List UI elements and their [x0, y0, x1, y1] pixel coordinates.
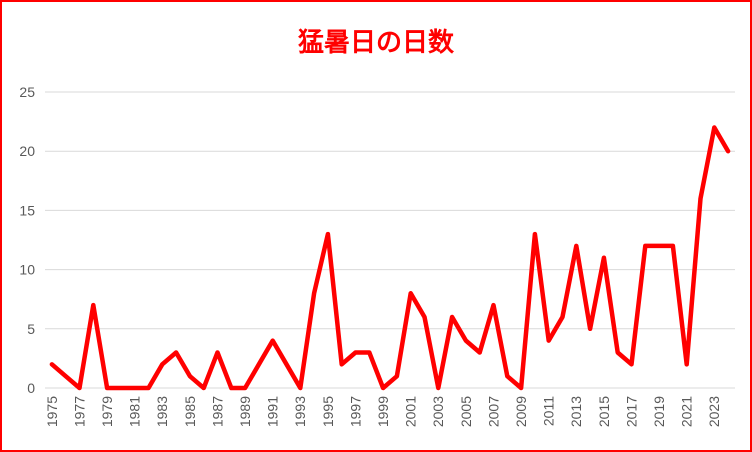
x-tick-label: 1985 — [182, 396, 198, 427]
x-tick-label: 2023 — [706, 396, 722, 427]
x-tick-label: 1989 — [237, 396, 253, 427]
x-tick-label: 1997 — [347, 396, 363, 427]
y-tick-label: 0 — [27, 380, 35, 396]
x-tick-label: 2021 — [679, 396, 695, 427]
y-tick-label: 5 — [27, 321, 35, 337]
series-layer — [49, 125, 731, 391]
x-tick-label: 1991 — [265, 396, 281, 427]
x-tick-label: 2011 — [541, 396, 557, 426]
x-tick-label: 1979 — [99, 396, 115, 427]
x-tick-label: 2005 — [458, 396, 474, 427]
series-line — [49, 125, 731, 391]
x-tick-label: 1987 — [209, 396, 225, 427]
x-tick-label: 2001 — [403, 396, 419, 427]
y-axis-ticks: 0 5 10 15 20 25 — [19, 84, 35, 396]
x-tick-label: 2013 — [568, 396, 584, 427]
x-tick-label: 1993 — [292, 396, 308, 427]
x-tick-label: 1983 — [154, 396, 170, 427]
x-tick-label: 2017 — [623, 396, 639, 427]
x-tick-label: 2009 — [513, 396, 529, 427]
x-tick-label: 1975 — [44, 396, 60, 427]
x-tick-label: 1977 — [71, 396, 87, 427]
x-tick-label: 1981 — [127, 396, 143, 427]
x-tick-label: 1995 — [320, 396, 336, 427]
x-tick-label: 2003 — [430, 396, 446, 427]
x-tick-label: 2007 — [485, 396, 501, 427]
y-tick-label: 10 — [19, 262, 35, 278]
x-tick-label: 1999 — [375, 396, 391, 427]
x-tick-label: 2019 — [651, 396, 667, 427]
y-tick-label: 25 — [19, 84, 35, 100]
chart-title: 猛暑日の日数 — [297, 28, 454, 58]
y-tick-label: 15 — [19, 202, 35, 218]
x-tick-label: 2015 — [596, 396, 612, 427]
x-axis-ticks: 1975 1977 1979 1981 1983 1985 1987 1989 1991 1993… — [44, 396, 722, 427]
y-tick-label: 20 — [19, 143, 35, 159]
gridlines — [45, 91, 735, 389]
